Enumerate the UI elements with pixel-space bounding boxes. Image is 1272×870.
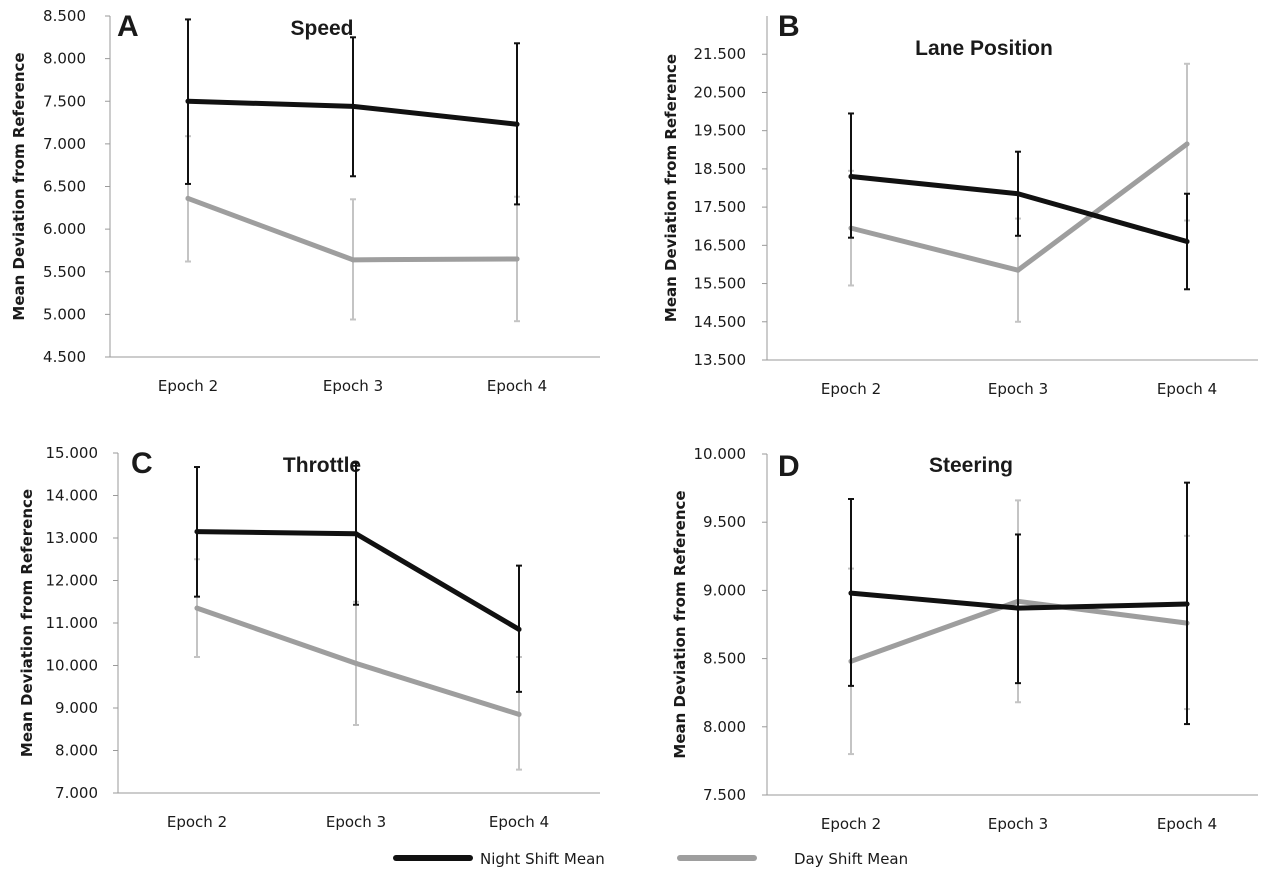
legend-label-night: Night Shift Mean	[480, 850, 605, 868]
x-tick-label: Epoch 2	[167, 813, 227, 831]
data-point	[194, 529, 200, 535]
y-tick-label: 5.000	[43, 305, 86, 323]
data-point	[350, 257, 356, 263]
y-tick-label: 16.500	[694, 236, 747, 254]
data-point	[194, 605, 200, 611]
x-tick-label: Epoch 4	[1157, 815, 1217, 833]
panel-letter: A	[117, 10, 139, 43]
chart-title: Lane Position	[915, 37, 1053, 60]
y-tick-label: 9.000	[55, 699, 98, 717]
panel-letter: C	[131, 447, 153, 480]
data-point	[1015, 191, 1021, 197]
panel-c: 15.000 14.000 13.000 12.000 11.000 10.000 9.00…	[18, 444, 600, 831]
y-tick-label: 21.500	[694, 45, 747, 63]
y-tick-label: 8.000	[43, 50, 86, 68]
data-point	[1015, 605, 1021, 611]
y-tick-label: 9.000	[703, 581, 746, 599]
panel-b: 21.500 20.500 19.500 18.500 17.500 16.500 15.5…	[662, 10, 1258, 398]
data-point	[514, 121, 520, 127]
y-tick-label: 18.500	[694, 160, 747, 178]
x-tick-label: Epoch 3	[326, 813, 386, 831]
y-tick-label: 7.500	[43, 92, 86, 110]
chart-title: Throttle	[283, 454, 361, 477]
y-axis-label: Mean Deviation from Reference	[18, 489, 36, 757]
data-point	[848, 174, 854, 180]
series-line	[194, 529, 522, 632]
y-tick-label: 6.000	[43, 220, 86, 238]
y-tick-label: 11.000	[46, 614, 99, 632]
data-point	[1184, 239, 1190, 245]
x-tick-label: Epoch 3	[988, 815, 1048, 833]
y-tick-label: 6.500	[43, 178, 86, 196]
y-tick-label: 15.500	[694, 275, 747, 293]
data-point	[848, 590, 854, 596]
series-line	[194, 605, 522, 717]
y-axis-label: Mean Deviation from Reference	[671, 490, 689, 758]
chart-title: Steering	[929, 454, 1013, 477]
data-point	[1184, 601, 1190, 607]
series-day-shift	[194, 558, 522, 771]
y-tick-label: 20.500	[694, 83, 747, 101]
legend-label-day: Day Shift Mean	[794, 850, 908, 868]
x-tick-label: Epoch 4	[487, 377, 547, 395]
data-point	[516, 711, 522, 717]
y-tick-label: 7.500	[703, 786, 746, 804]
y-tick-label: 13.500	[694, 351, 747, 369]
y-tick-label: 5.500	[43, 263, 86, 281]
x-tick-label: Epoch 4	[489, 813, 549, 831]
y-tick-label: 8.500	[43, 7, 86, 25]
y-tick-label: 14.500	[694, 313, 747, 331]
y-tick-label: 8.000	[703, 718, 746, 736]
legend: Night Shift Mean Day Shift Mean	[393, 850, 908, 868]
series-night-shift	[185, 18, 520, 206]
x-tick-label: Epoch 3	[323, 377, 383, 395]
data-point	[1184, 141, 1190, 147]
series-night-shift	[848, 481, 1190, 726]
y-tick-label: 12.000	[46, 572, 99, 590]
panel-a: 8.500 8.000 7.500 7.000 6.500 6.000 5.500 5.000…	[10, 7, 600, 395]
x-tick-label: Epoch 3	[988, 380, 1048, 398]
y-tick-label: 17.500	[694, 198, 747, 216]
x-tick-label: Epoch 2	[158, 377, 218, 395]
y-tick-label: 9.500	[703, 513, 746, 531]
y-tick-label: 8.000	[55, 742, 98, 760]
x-tick-label: Epoch 4	[1157, 380, 1217, 398]
data-point	[185, 98, 191, 104]
y-axis-label: Mean Deviation from Reference	[662, 54, 680, 322]
y-tick-label: 19.500	[694, 122, 747, 140]
y-tick-label: 13.000	[46, 529, 99, 547]
y-tick-label: 10.000	[46, 657, 99, 675]
data-point	[516, 626, 522, 632]
data-point	[350, 103, 356, 109]
panel-letter: B	[778, 10, 800, 43]
data-point	[185, 195, 191, 201]
y-tick-label: 15.000	[46, 444, 99, 462]
panel-d: 10.000 9.500 9.000 8.500 8.000 7.500 Epoch 2 Ep…	[671, 445, 1258, 833]
data-point	[514, 256, 520, 262]
series-night-shift	[848, 112, 1190, 291]
y-tick-label: 8.500	[703, 650, 746, 668]
y-tick-label: 10.000	[694, 445, 747, 463]
y-tick-label: 7.000	[43, 135, 86, 153]
panel-letter: D	[778, 450, 800, 483]
series-night-shift	[194, 461, 522, 693]
y-axis-label: Mean Deviation from Reference	[10, 52, 28, 320]
data-point	[353, 531, 359, 537]
x-tick-label: Epoch 2	[821, 815, 881, 833]
chart-title: Speed	[290, 17, 353, 40]
y-tick-label: 14.000	[46, 487, 99, 505]
y-tick-label: 7.000	[55, 784, 98, 802]
data-point	[1015, 267, 1021, 273]
y-tick-label: 4.500	[43, 348, 86, 366]
data-point	[353, 660, 359, 666]
x-tick-label: Epoch 2	[821, 380, 881, 398]
